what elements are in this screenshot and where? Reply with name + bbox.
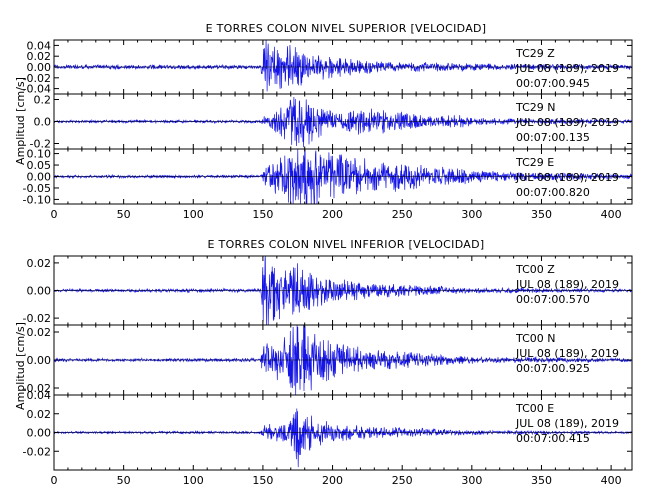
panel-date-label: JUL 08 (189), 2019 xyxy=(515,347,619,360)
y-tick-label: -0.05 xyxy=(23,182,51,195)
lower-chart-title: E TORRES COLON NIVEL INFERIOR [VELOCIDAD… xyxy=(208,238,485,251)
panel-date-label: JUL 08 (189), 2019 xyxy=(515,171,619,184)
panel-tc00-n: 0.02 0.00 -0.02 TC00 N JUL 08 (189), 2019 00:… xyxy=(23,324,633,396)
y-tick-label: 0.02 xyxy=(27,408,52,421)
x-tick-label: 250 xyxy=(392,474,413,487)
y-tick-label: 0.02 xyxy=(27,326,52,339)
x-tick-label: 0 xyxy=(51,208,58,221)
x-tick-label: 250 xyxy=(392,208,413,221)
panel-tc00-z: 0.02 0.00 -0.02 TC00 Z JUL 08 (189), 2019 00:… xyxy=(23,255,633,326)
panel-tc00-e: 0.04 0.02 0.00 -0.02 TC00 E JUL 08 (189), 201… xyxy=(23,389,633,471)
y-tick-label: 0.04 xyxy=(27,39,52,52)
x-tick-label: 150 xyxy=(252,474,273,487)
panel-tc29-e: 0.100.050.00-0.05-0.10 TC29 E JUL 08 (189)… xyxy=(23,148,633,206)
panel-time-label: 00:07:00.945 xyxy=(516,77,590,90)
y-tick-label: 0.00 xyxy=(27,61,52,74)
y-tick-label: 0.00 xyxy=(27,285,52,298)
panel-station-label: TC29 Z xyxy=(515,47,555,60)
y-tick-label: 0.00 xyxy=(27,427,52,440)
y-tick-label: 0.00 xyxy=(27,171,52,184)
lower-chart: 0.02 0.00 -0.02 TC00 Z JUL 08 (189), 2019 00:… xyxy=(23,255,633,487)
x-tick-label: 100 xyxy=(183,474,204,487)
x-tick-label: 400 xyxy=(601,208,622,221)
waveform-trace xyxy=(53,255,633,326)
y-tick-label: 0.05 xyxy=(27,159,52,172)
y-tick-label: 0.02 xyxy=(27,257,52,270)
y-tick-label: 0.00 xyxy=(27,354,52,367)
x-tick-label: 50 xyxy=(117,474,131,487)
y-tick-label: -0.02 xyxy=(23,382,51,395)
panel-date-label: JUL 08 (189), 2019 xyxy=(515,417,619,430)
y-tick-label: -0.04 xyxy=(23,83,51,96)
x-tick-label: 350 xyxy=(531,208,552,221)
y-tick-label: 0.2 xyxy=(34,94,52,107)
panel-station-label: TC29 E xyxy=(515,156,554,169)
x-tick-label: 100 xyxy=(183,208,204,221)
panel-time-label: 00:07:00.925 xyxy=(516,362,590,375)
waveform-trace xyxy=(53,148,633,205)
x-tick-label: 50 xyxy=(117,208,131,221)
x-tick-label: 0 xyxy=(51,474,58,487)
panel-time-label: 00:07:00.415 xyxy=(516,432,590,445)
panel-date-label: JUL 08 (189), 2019 xyxy=(515,116,619,129)
y-tick-label: 0.02 xyxy=(27,50,52,63)
x-tick-label: 200 xyxy=(322,208,343,221)
lower-y-axis-label: Amplitud [cm/s] xyxy=(14,322,27,410)
x-tick-label: 400 xyxy=(601,474,622,487)
panel-date-label: JUL 08 (189), 2019 xyxy=(515,62,619,75)
y-tick-label: 0.0 xyxy=(34,116,52,129)
y-tick-label: -0.02 xyxy=(23,312,51,325)
panel-station-label: TC00 Z xyxy=(515,263,555,276)
upper-chart-title: E TORRES COLON NIVEL SUPERIOR [VELOCIDAD… xyxy=(206,22,487,35)
panel-time-label: 00:07:00.570 xyxy=(516,293,590,306)
x-tick-label: 150 xyxy=(252,208,273,221)
y-tick-label: -0.02 xyxy=(23,72,51,85)
x-tick-label: 350 xyxy=(531,474,552,487)
panel-time-label: 00:07:00.135 xyxy=(516,131,590,144)
x-tick-label: 200 xyxy=(322,474,343,487)
upper-y-axis-label: Amplitud [cm/s] xyxy=(14,77,27,165)
x-tick-label: 300 xyxy=(461,474,482,487)
y-tick-label: -0.2 xyxy=(30,138,51,151)
panel-tc29-n: 0.2 0.0 -0.2 TC29 N JUL 08 (189), 2019 00:07:… xyxy=(30,93,633,151)
x-tick-label: 300 xyxy=(461,208,482,221)
panel-tc29-z: 0.040.020.00-0.02-0.04 TC29 Z JUL 08 (189)… xyxy=(23,39,633,96)
panel-date-label: JUL 08 (189), 2019 xyxy=(515,278,619,291)
panel-station-label: TC00 N xyxy=(515,332,555,345)
y-tick-label: 0.04 xyxy=(27,389,52,402)
y-tick-label: 0.10 xyxy=(27,148,52,161)
waveform-trace xyxy=(53,324,633,396)
panel-time-label: 00:07:00.820 xyxy=(516,186,590,199)
y-tick-label: -0.10 xyxy=(23,193,51,206)
y-tick-label: -0.02 xyxy=(23,445,51,458)
panel-station-label: TC00 E xyxy=(515,402,554,415)
panel-station-label: TC29 N xyxy=(515,101,555,114)
